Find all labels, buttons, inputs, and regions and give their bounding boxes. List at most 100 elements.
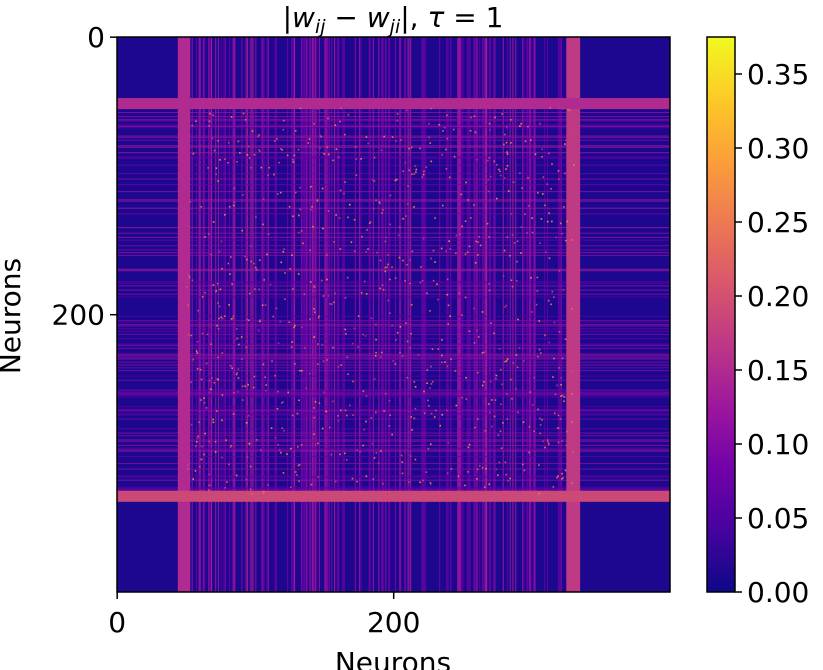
heatmap-speckle [477, 254, 479, 256]
heatmap-speckle [389, 312, 391, 314]
heatmap-speckle [313, 433, 315, 436]
heatmap-speckle [247, 414, 250, 417]
heatmap-speckle [487, 178, 490, 181]
heatmap-stripe-vertical [336, 37, 338, 592]
heatmap-stripe-horizontal [117, 245, 670, 247]
heatmap-speckle [531, 231, 534, 234]
heatmap-speckle [245, 346, 248, 349]
heatmap-stripe-horizontal [117, 325, 670, 327]
heatmap-stripe-horizontal [117, 200, 670, 202]
heatmap-speckle [297, 273, 300, 275]
heatmap-speckle [422, 479, 424, 482]
heatmap-speckle [425, 471, 428, 474]
heatmap-speckle [232, 315, 235, 317]
heatmap-speckle [216, 324, 218, 327]
heatmap-stripe-horizontal [117, 111, 670, 114]
heatmap-stripe-horizontal [117, 462, 670, 465]
heatmap-speckle [192, 478, 195, 480]
heatmap-speckle [571, 421, 573, 423]
heatmap-stripe-vertical [309, 37, 312, 592]
heatmap-speckle [539, 424, 542, 426]
heatmap-speckle [365, 475, 368, 478]
heatmap-stripe-horizontal [117, 135, 670, 137]
heatmap-speckle [548, 443, 550, 445]
heatmap-stripe-vertical [300, 37, 302, 592]
heatmap-speckle [337, 419, 340, 422]
heatmap-speckle [494, 399, 497, 401]
heatmap-speckle [558, 367, 560, 369]
heatmap-speckle [275, 307, 278, 310]
heatmap-speckle [411, 173, 413, 176]
heatmap-speckle [419, 481, 421, 484]
heatmap-speckle [227, 142, 230, 144]
heatmap-speckle [327, 153, 330, 156]
heatmap-speckle [473, 115, 476, 118]
heatmap-speckle [239, 152, 241, 154]
heatmap-speckle [314, 311, 316, 314]
heatmap-speckle [253, 262, 255, 265]
heatmap-speckle [469, 217, 472, 219]
heatmap-speckle [371, 442, 374, 445]
heatmap-speckle [438, 123, 441, 126]
heatmap-speckle [473, 307, 475, 310]
heatmap-speckle [414, 386, 417, 388]
heatmap-speckle [200, 378, 203, 381]
heatmap-speckle [533, 376, 536, 379]
heatmap-speckle [502, 422, 504, 424]
heatmap-speckle [406, 340, 409, 343]
heatmap-speckle [546, 439, 549, 441]
heatmap-speckle [561, 440, 563, 442]
heatmap-speckle [207, 167, 209, 169]
heatmap-speckle [515, 388, 517, 390]
heatmap-speckle [190, 381, 193, 383]
heatmap-stripe-horizontal [117, 293, 670, 295]
heatmap-speckle [230, 318, 233, 320]
heatmap-speckle [254, 288, 256, 290]
heatmap-speckle [211, 137, 214, 140]
heatmap-speckle [300, 230, 303, 232]
heatmap-stripe-vertical [399, 37, 402, 592]
heatmap-speckle [271, 360, 273, 362]
heatmap-speckle [367, 248, 369, 250]
heatmap-speckle [498, 461, 501, 464]
heatmap-speckle [445, 409, 448, 412]
heatmap-speckle [430, 412, 433, 415]
heatmap-stripe-vertical [211, 37, 213, 592]
heatmap-speckle [284, 272, 286, 274]
heatmap-speckle [400, 139, 402, 141]
heatmap-stripe-horizontal [117, 379, 670, 381]
heatmap-speckle [195, 120, 197, 122]
heatmap-speckle [379, 259, 382, 262]
heatmap-speckle [557, 475, 559, 477]
heatmap-speckle [375, 199, 377, 202]
heatmap-speckle [363, 280, 366, 283]
heatmap-speckle [391, 324, 393, 327]
heatmap-speckle [559, 418, 562, 420]
heatmap-stripe-horizontal [117, 321, 670, 323]
heatmap-speckle [395, 140, 397, 142]
heatmap-speckle [442, 130, 444, 132]
heatmap-speckle [299, 107, 302, 110]
heatmap-speckle [327, 117, 329, 120]
heatmap-speckle [440, 247, 443, 250]
y-tick-label: 200 [52, 299, 105, 332]
heatmap-speckle [388, 425, 391, 427]
heatmap-speckle [368, 222, 371, 225]
heatmap-speckle [387, 299, 390, 302]
heatmap-speckle [522, 421, 525, 423]
heatmap-speckle [322, 227, 324, 230]
heatmap-speckle [448, 176, 451, 179]
heatmap-stripe-vertical [358, 37, 361, 592]
x-tick-label: 200 [367, 606, 420, 639]
heatmap-speckle [522, 359, 525, 362]
heatmap-stripe-vertical [291, 37, 293, 592]
heatmap-stripe-horizontal [117, 333, 670, 336]
heatmap-speckle [187, 274, 190, 276]
heatmap-speckle [506, 358, 509, 360]
heatmap-speckle [391, 266, 393, 268]
heatmap-speckle [563, 400, 565, 403]
heatmap-stripe-vertical [368, 37, 371, 592]
heatmap-stripe-horizontal [117, 146, 670, 148]
heatmap-stripe-vertical [293, 37, 296, 592]
heatmap-stripe-horizontal [117, 328, 670, 330]
